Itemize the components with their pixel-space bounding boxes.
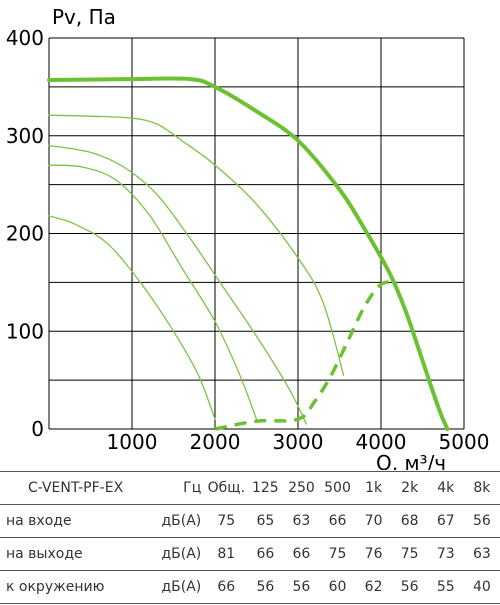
table-cell: 56 [463, 504, 500, 538]
column-header: Общ. [205, 471, 248, 505]
table-row: на выходе дБ(А) 81 66 66 75 76 75 73 63 [0, 537, 500, 571]
table-cell: 70 [355, 504, 392, 538]
table-row: к окружению дБ(А) 66 56 56 60 62 56 55 40 [0, 570, 500, 604]
table-cell: 66 [205, 570, 248, 604]
model-name: C-VENT-PF-EX [0, 471, 152, 505]
chart-ticks: 0 100 200 300 400 1000 2000 3000 4000 5000 [6, 26, 490, 454]
speed-curve [48, 215, 216, 420]
table-cell: 75 [391, 537, 428, 571]
table-cell: 75 [205, 504, 248, 538]
y-tick-label: 0 [31, 417, 44, 441]
speed-curve [48, 144, 307, 425]
table-cell: 76 [355, 537, 392, 571]
y-axis-title: Pv, Па [52, 5, 116, 29]
table-cell: 66 [247, 537, 284, 571]
speed-curve [48, 114, 345, 376]
speed-curve [48, 164, 258, 420]
row-label: на выходе [0, 537, 152, 571]
table-cell: 63 [283, 504, 320, 538]
fan-performance-chart: 0 100 200 300 400 1000 2000 3000 4000 5000 Pv, Па… [6, 5, 490, 470]
noise-level-table: C-VENT-PF-EX Гц Общ. 125 250 500 1k 2k 4k 8k на… [0, 471, 500, 604]
table-cell: 65 [247, 504, 284, 538]
y-tick-label: 400 [6, 26, 44, 50]
table-cell: 56 [283, 570, 320, 604]
table-cell: 63 [463, 537, 500, 571]
row-label: на входе [0, 504, 152, 538]
table-body: на входе дБ(А) 75 65 63 66 70 68 67 56 на выходе дБ… [0, 504, 500, 604]
row-unit: дБ(А) [151, 537, 206, 571]
operating-limit-curve [214, 280, 398, 431]
column-header: 2k [391, 471, 428, 505]
table-cell: 55 [427, 570, 464, 604]
row-label: к окружению [0, 570, 152, 604]
row-unit: дБ(А) [151, 570, 206, 604]
x-tick-label: 5000 [439, 430, 490, 454]
x-axis-title: Q, м³/ч [376, 451, 446, 470]
column-header: 8k [463, 471, 500, 505]
table-cell: 67 [427, 504, 464, 538]
table-cell: 60 [319, 570, 356, 604]
table-cell: 62 [355, 570, 392, 604]
table-cell: 81 [205, 537, 248, 571]
column-header: 500 [319, 471, 356, 505]
x-tick-label: 2000 [190, 430, 241, 454]
y-tick-label: 100 [6, 319, 44, 343]
x-tick-label: 3000 [273, 430, 324, 454]
column-header: 1k [355, 471, 392, 505]
column-header: 4k [427, 471, 464, 505]
chart-grid [48, 37, 465, 430]
table-cell: 56 [247, 570, 284, 604]
table-cell: 75 [319, 537, 356, 571]
x-tick-label: 4000 [356, 430, 407, 454]
table-cell: 56 [391, 570, 428, 604]
table-cell: 40 [463, 570, 500, 604]
table-cell: 68 [391, 504, 428, 538]
column-header: 125 [247, 471, 284, 505]
main-performance-curve [47, 76, 450, 431]
unit-header: Гц [151, 471, 206, 505]
column-header: 250 [283, 471, 320, 505]
x-tick-label: 1000 [107, 430, 158, 454]
table-cell: 66 [283, 537, 320, 571]
chart-series [47, 76, 450, 431]
row-unit: дБ(А) [151, 504, 206, 538]
table-cell: 73 [427, 537, 464, 571]
y-tick-label: 300 [6, 124, 44, 148]
table-row: на входе дБ(А) 75 65 63 66 70 68 67 56 [0, 504, 500, 538]
table-cell: 66 [319, 504, 356, 538]
y-tick-label: 200 [6, 222, 44, 246]
table-header-row: C-VENT-PF-EX Гц Общ. 125 250 500 1k 2k 4k 8k [0, 471, 500, 505]
